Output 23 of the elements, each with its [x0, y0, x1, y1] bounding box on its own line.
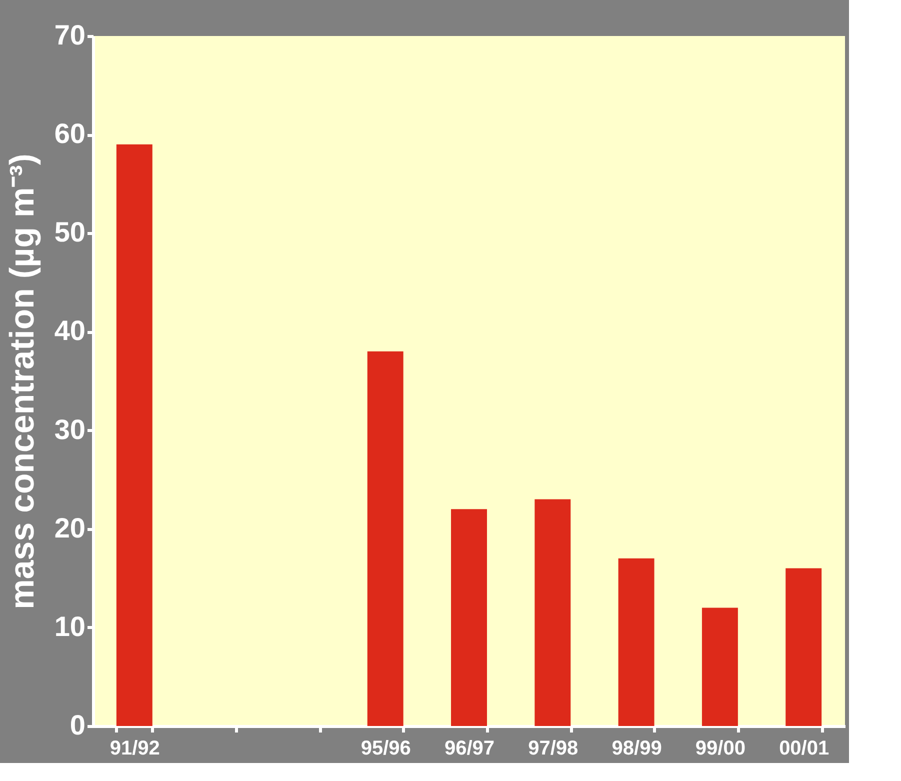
- bar: [618, 558, 654, 726]
- bar: [116, 144, 152, 726]
- y-tick-label: 10: [54, 610, 86, 642]
- bar: [451, 509, 487, 726]
- bar: [702, 608, 738, 726]
- y-tick-label: 50: [54, 216, 86, 248]
- x-tick-label: 95/96: [360, 738, 411, 760]
- y-axis-title: mass concentration (µg m⁻³): [3, 154, 42, 610]
- x-tick-label: 97/98: [528, 738, 578, 760]
- x-tick-label: 96/97: [444, 738, 495, 760]
- y-tick-label: 0: [70, 710, 86, 740]
- y-tick-label: 20: [54, 512, 86, 544]
- x-tick-label: 99/00: [695, 738, 746, 760]
- bar: [367, 351, 404, 726]
- y-tick-label: 30: [54, 414, 86, 445]
- x-tick-label: 00/01: [779, 738, 830, 760]
- y-tick-label: 60: [54, 118, 86, 150]
- x-tick-label: 98/99: [612, 738, 662, 760]
- y-tick-label: 40: [54, 315, 86, 346]
- y-tick-label: 70: [54, 20, 86, 50]
- bar: [786, 568, 822, 726]
- bar: [534, 499, 571, 726]
- x-tick-label: 91/92: [110, 738, 160, 760]
